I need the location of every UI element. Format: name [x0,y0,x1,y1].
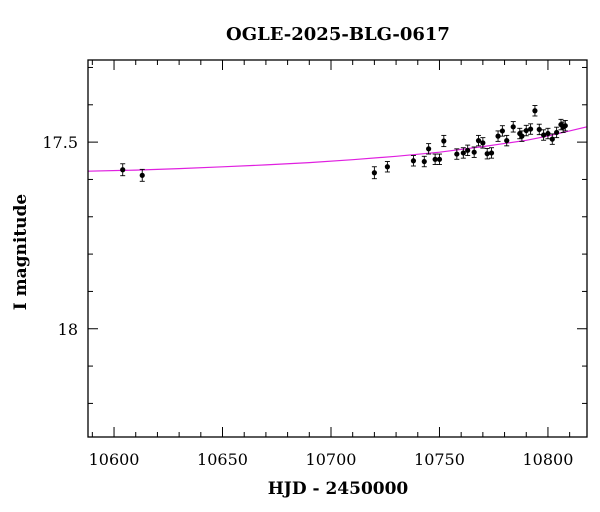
x-tick-label: 10800 [522,450,573,469]
data-point [536,126,542,133]
data-point [523,127,529,134]
data-point [384,164,390,170]
data-point [441,138,447,144]
data-point [460,150,466,156]
data-point [541,132,547,138]
model-curve [87,126,588,172]
data-point [484,151,490,157]
data-point [454,151,460,157]
data-point [475,138,482,144]
data-point [480,140,486,146]
data-point [527,126,534,132]
data-point [549,136,555,142]
data-point [139,172,145,178]
y-tick-label: 17.5 [42,133,78,152]
data-point [545,130,551,137]
data-point [421,158,427,165]
data-point [504,138,510,144]
model-curve-layer [87,126,588,172]
data-point [495,133,501,139]
tick-labels: 10600 10650 10700 10750 10800 17.5 18 [42,133,573,469]
data-point [371,170,377,176]
plot-frame [87,59,588,438]
data-point [519,133,525,139]
x-tick-label: 10700 [306,450,357,469]
data-point [499,128,505,134]
data-point [471,149,477,155]
chart-title: OGLE-2025-BLG-0617 [226,24,450,45]
data-point [510,124,516,130]
x-axis-label: HJD - 2450000 [268,479,409,499]
data-point [554,129,560,136]
y-axis-label: I magnitude [11,194,31,311]
data-point [465,147,471,153]
x-tick-label: 10750 [414,450,465,469]
data-point [426,146,432,152]
data-point [410,158,417,164]
data-point [120,167,126,173]
y-tick-label: 18 [58,320,78,339]
data-points-layer [120,105,568,182]
data-point [432,156,438,162]
data-point [436,156,443,162]
x-tick-label: 10650 [197,450,248,469]
data-point [532,108,538,114]
data-point [488,150,495,156]
data-point [562,123,568,129]
x-tick-label: 10600 [89,450,140,469]
axis-ticks [88,60,587,437]
